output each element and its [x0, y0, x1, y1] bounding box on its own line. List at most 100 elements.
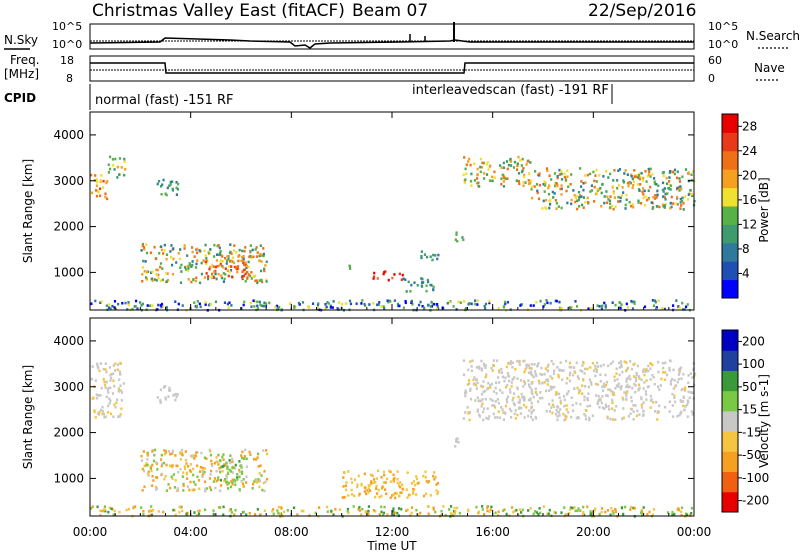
velocity-cell [545, 409, 548, 413]
velocity-cell [613, 379, 616, 382]
power-cell [657, 299, 660, 303]
velocity-cell [142, 450, 145, 453]
colorbar-tick-label: -100 [742, 471, 769, 485]
power-cell [631, 186, 634, 190]
power-cell [259, 303, 262, 307]
velocity-cell [380, 494, 383, 498]
velocity-cell [570, 396, 573, 400]
velocity-cell [182, 484, 185, 487]
velocity-cell [173, 393, 176, 396]
velocity-cell [350, 477, 353, 481]
velocity-cell [358, 505, 361, 509]
power-cell [681, 301, 684, 305]
power-cell [643, 204, 647, 207]
velocity-cell [551, 403, 554, 406]
power-cell [256, 304, 259, 308]
velocity-cell [507, 379, 511, 383]
velocity-cell [527, 371, 531, 375]
power-cell [506, 167, 509, 171]
velocity-cell [236, 478, 239, 481]
power-cell [481, 161, 484, 165]
power-cell [107, 303, 111, 306]
velocity-cell [538, 507, 541, 510]
power-cell [476, 177, 479, 180]
power-cell [577, 198, 580, 202]
velocity-cell [248, 450, 251, 454]
velocity-cell [600, 510, 603, 514]
velocity-cell [476, 381, 479, 385]
velocity-cell [668, 400, 671, 404]
power-cell [476, 167, 479, 171]
velocity-cell [681, 400, 685, 403]
velocity-cell [644, 390, 648, 393]
power-cell [633, 300, 636, 304]
velocity-cell [583, 513, 586, 517]
power-cell [504, 302, 507, 305]
power-cell [253, 305, 256, 308]
velocity-cell [494, 511, 497, 515]
velocity-cell [96, 364, 99, 368]
velocity-cell [204, 487, 207, 491]
velocity-cell [569, 508, 572, 511]
velocity-cell [399, 481, 402, 484]
velocity-cell [150, 469, 153, 473]
power-cell [553, 192, 556, 195]
velocity-cell [388, 469, 391, 473]
power-cell [187, 267, 190, 270]
power-cell [690, 178, 693, 182]
velocity-cell [456, 437, 459, 440]
power-cell [507, 163, 510, 167]
power-cell [501, 173, 504, 177]
velocity-cell [625, 385, 628, 389]
velocity-cell [251, 482, 255, 486]
power-cell [632, 183, 635, 187]
power-cell [537, 197, 541, 201]
power-cell [661, 171, 664, 175]
power-cell [241, 275, 244, 279]
velocity-cell [231, 471, 235, 474]
power-cell [402, 306, 405, 310]
velocity-cell [242, 485, 245, 488]
velocity-cell [146, 458, 149, 461]
velocity-cell [534, 372, 537, 376]
power-cell [156, 182, 159, 186]
velocity-cell [678, 369, 681, 372]
velocity-cell [654, 409, 657, 413]
power-cell [431, 302, 434, 306]
power-cell [411, 302, 414, 306]
power-cell [639, 176, 642, 179]
velocity-cell [625, 369, 628, 373]
power-cell [293, 306, 296, 309]
velocity-cell [226, 465, 229, 469]
velocity-cell [293, 506, 296, 510]
power-cell [190, 280, 193, 284]
power-cell [626, 173, 629, 176]
velocity-cell [606, 415, 609, 419]
power-cell [253, 299, 256, 303]
velocity-cell [230, 480, 233, 483]
velocity-cell [673, 396, 676, 400]
power-cell [242, 274, 246, 278]
power-cell [124, 301, 127, 305]
velocity-cell [588, 378, 591, 382]
power-cell [345, 302, 348, 305]
power-cell [637, 176, 640, 180]
power-cell [548, 206, 551, 210]
power-cell [361, 299, 364, 302]
velocity-cell [222, 453, 225, 456]
velocity-cell [400, 491, 403, 494]
velocity-cell [609, 362, 612, 366]
power-cell [398, 272, 401, 276]
x-tick-label: 08:00 [274, 525, 309, 539]
velocity-cell [219, 459, 222, 462]
velocity-cell [201, 466, 204, 470]
velocity-cell [611, 398, 614, 402]
power-cell [204, 303, 207, 306]
velocity-cell [376, 492, 379, 495]
velocity-cell [185, 471, 189, 475]
power-cell [91, 191, 94, 195]
velocity-cell [369, 473, 373, 477]
power-cell [604, 306, 607, 309]
power-cell [644, 169, 647, 173]
power-cell [473, 179, 477, 182]
